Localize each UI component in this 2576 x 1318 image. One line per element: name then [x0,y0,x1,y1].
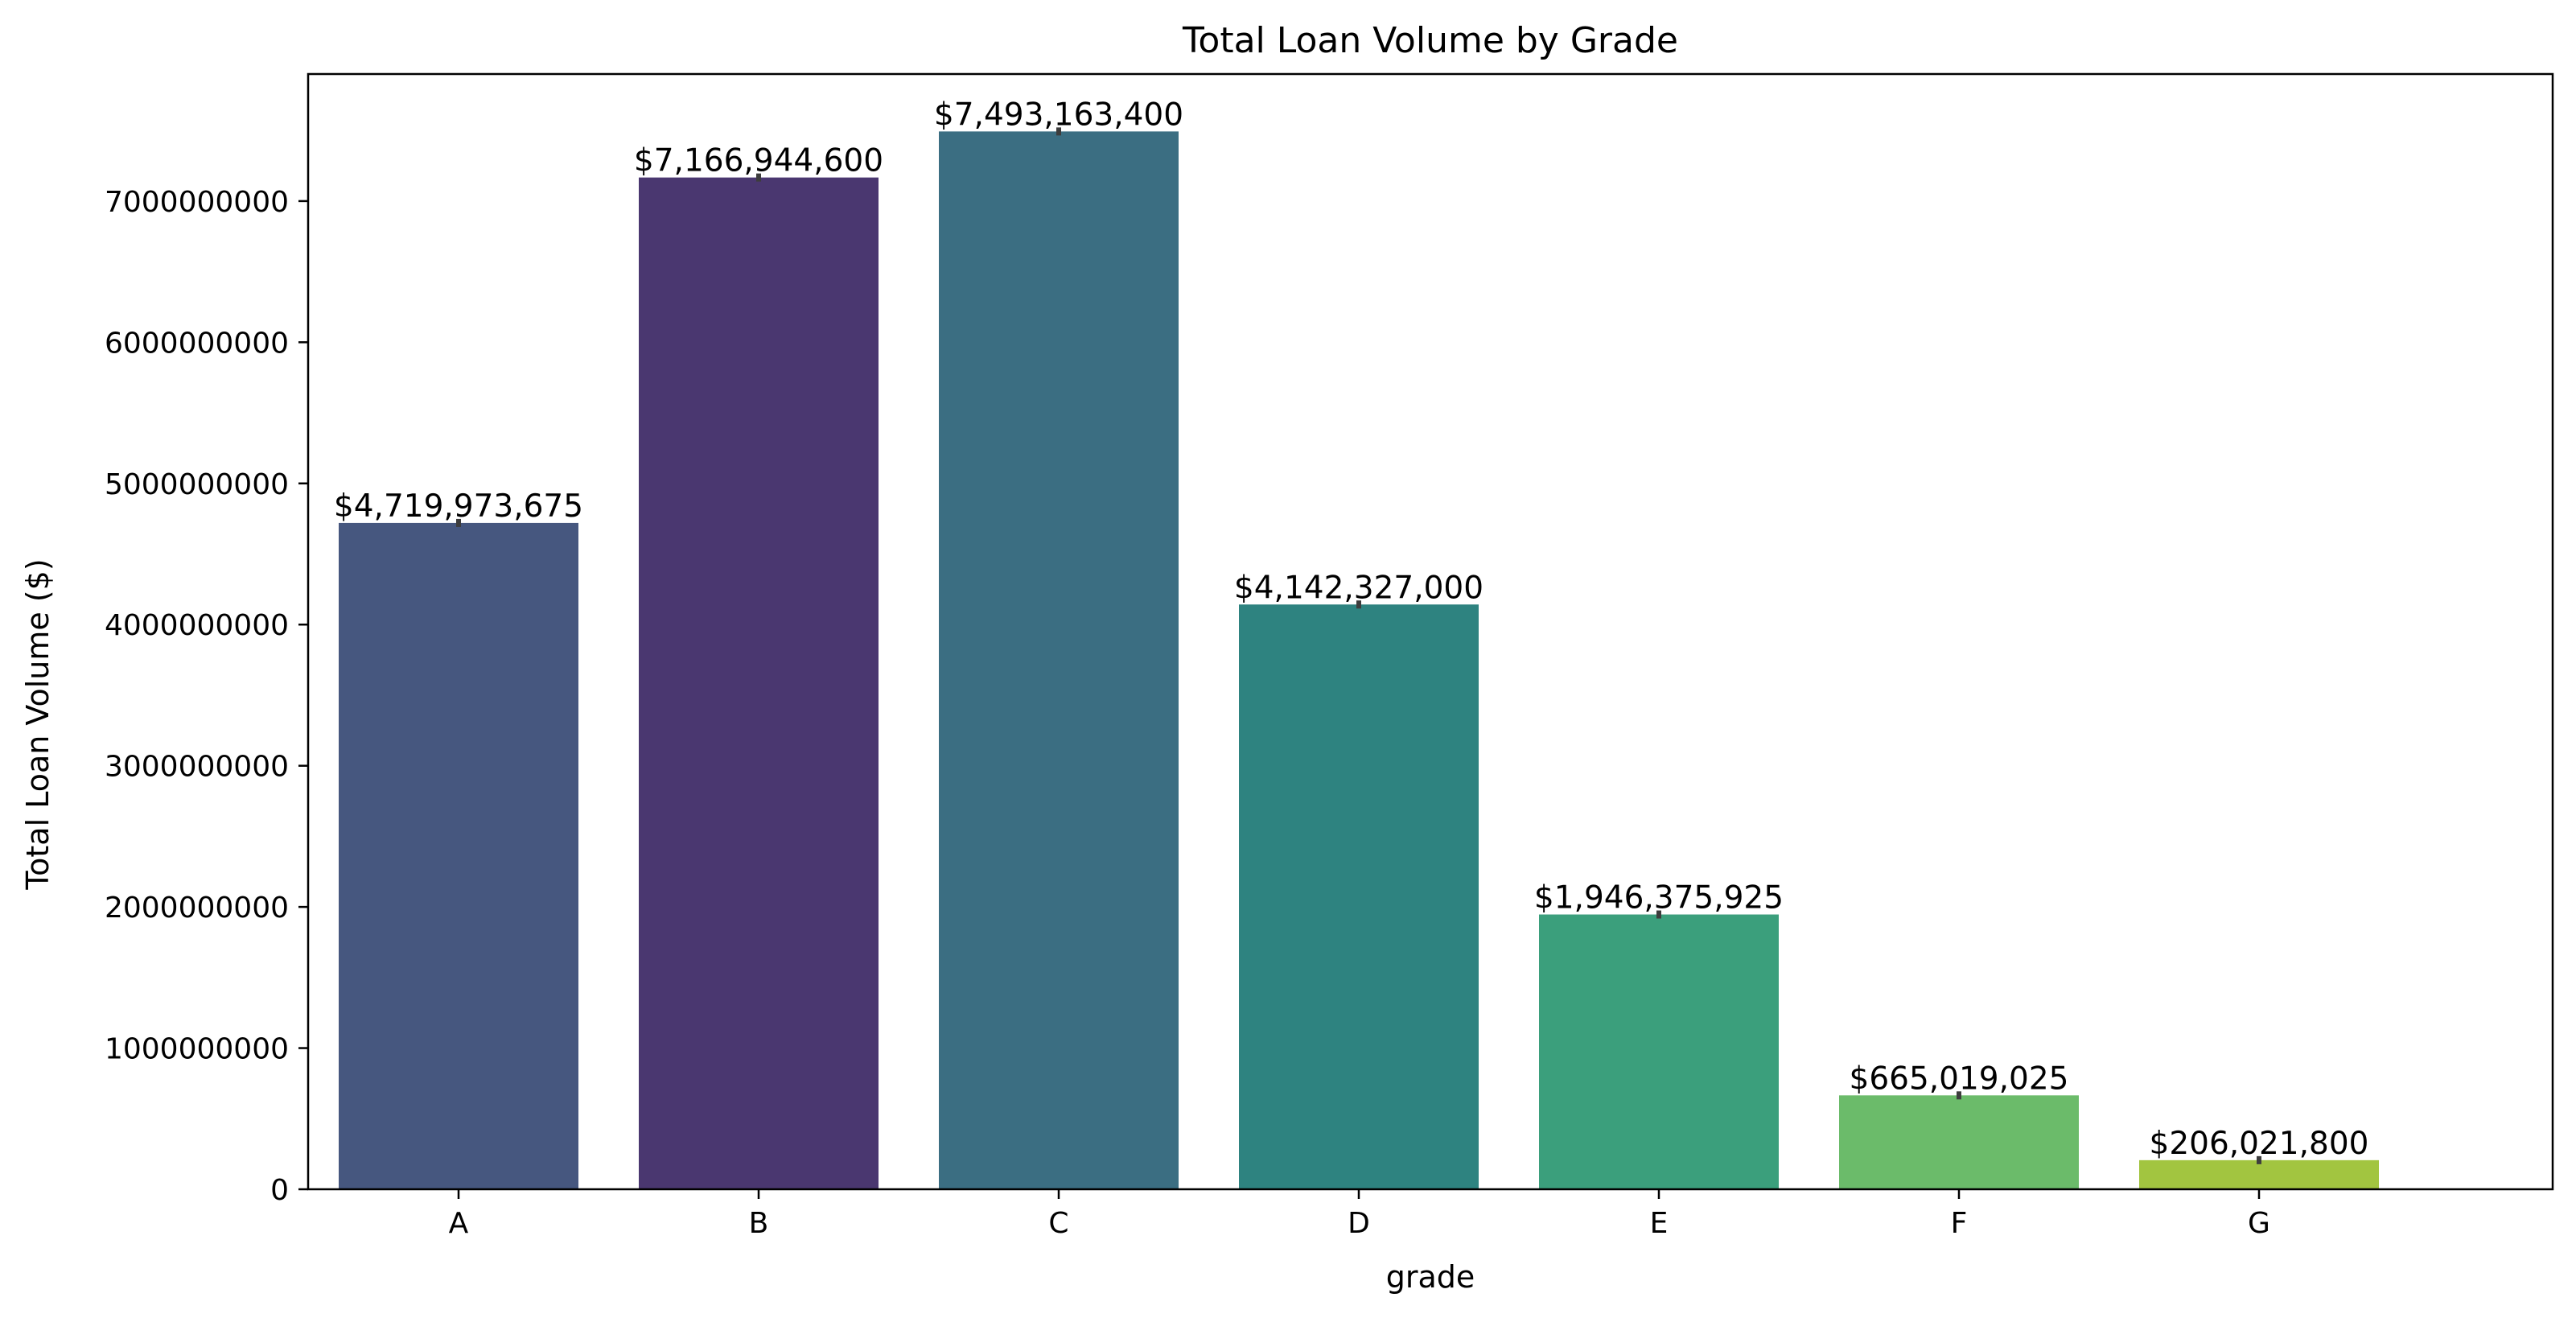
y-tick-label: 4000000000 [105,609,289,642]
bar-f [1839,1095,2079,1189]
data-label-d: $4,142,327,000 [1234,570,1483,606]
x-tick-label-b: B [749,1207,769,1240]
error-marker-a [456,518,461,527]
x-tick-label-f: F [1951,1207,1968,1240]
x-axis-label: grade [1386,1259,1475,1295]
chart-title: Total Loan Volume by Grade [1182,20,1678,61]
y-tick-label: 6000000000 [105,327,289,360]
x-tick-label-g: G [2248,1207,2270,1240]
bar-d [1239,604,1479,1189]
y-tick-label: 5000000000 [105,468,289,501]
bar-a [339,522,578,1189]
y-tick-label: 0 [270,1174,289,1207]
error-marker-e [1656,910,1661,919]
error-marker-c [1056,127,1061,136]
x-tick-label-d: D [1348,1207,1370,1240]
data-label-g: $206,021,800 [2150,1126,2369,1162]
bar-c [939,131,1179,1189]
x-tick-label-a: A [449,1207,469,1240]
bar-g [2139,1159,2379,1189]
x-tick-label-c: C [1048,1207,1068,1240]
plot-frame [307,72,2554,1191]
bar-b [639,177,879,1189]
error-marker-f [1957,1091,1961,1100]
x-tick-label-e: E [1650,1207,1669,1240]
error-marker-d [1356,600,1361,609]
y-tick-label: 1000000000 [105,1033,289,1066]
y-tick-label: 2000000000 [105,892,289,925]
data-label-f: $665,019,025 [1850,1061,2069,1097]
error-marker-g [2257,1155,2261,1164]
data-label-c: $7,493,163,400 [934,97,1183,133]
data-label-b: $7,166,944,600 [634,143,883,179]
bars-group: $4,719,973,675 $7,166,944,600 $7,493,163,4… [334,97,2379,1189]
y-tick-label: 7000000000 [105,186,289,219]
y-tick-label: 3000000000 [105,751,289,784]
data-label-a: $4,719,973,675 [334,488,583,525]
y-ticks-group: 0 1000000000 2000000000 3000000000 400000000… [105,186,308,1207]
x-ticks-group: A B C D E F G [449,1189,2270,1240]
error-marker-b [756,173,761,182]
y-axis-label: Total Loan Volume ($) [20,558,56,890]
data-label-e: $1,946,375,925 [1534,880,1784,916]
bar-e [1539,914,1779,1189]
